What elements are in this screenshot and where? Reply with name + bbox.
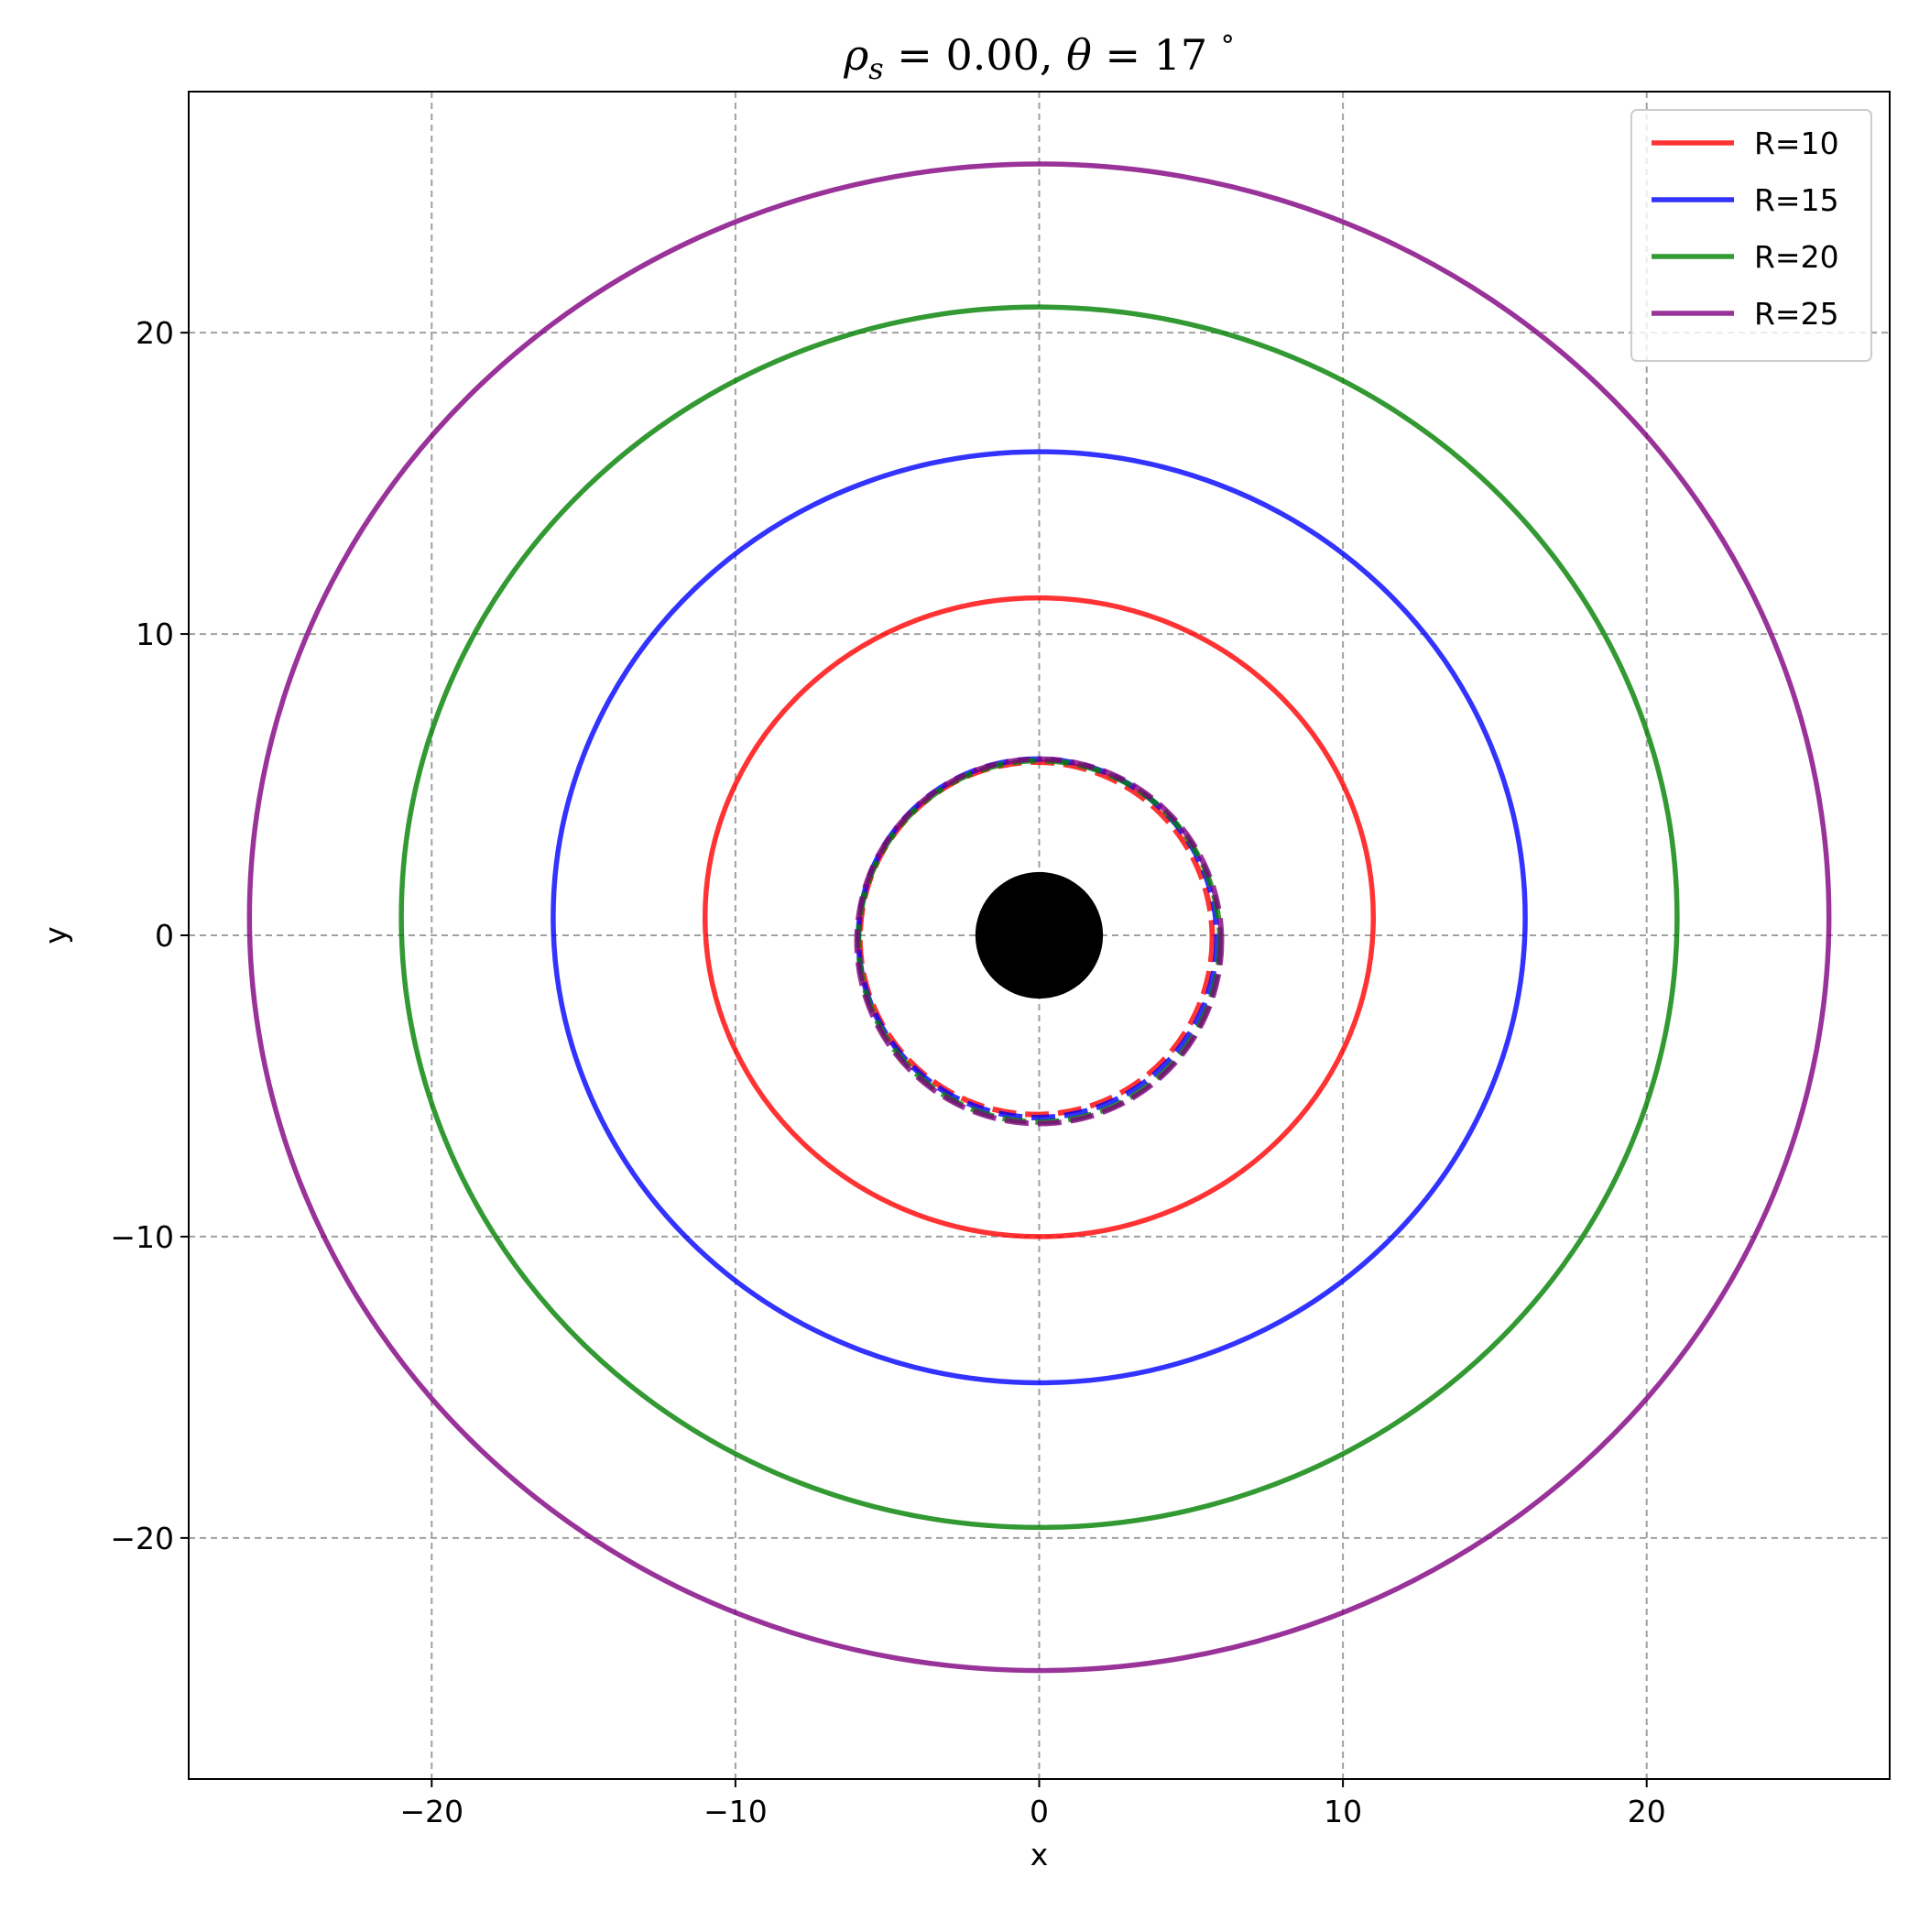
y-tick-label: 0 [155, 918, 174, 954]
legend-label: R=10 [1754, 126, 1839, 161]
y-tick-label: −20 [110, 1521, 174, 1556]
legend-label: R=20 [1754, 239, 1839, 275]
solid-ring-r-15 [551, 449, 1528, 1386]
y-axis-label: y [38, 926, 73, 944]
title-theta: θ [1066, 30, 1092, 80]
y-tick-label: 20 [136, 315, 174, 351]
solid-ring-r-25 [246, 161, 1832, 1674]
title-rho-eq: = 0.00, [884, 30, 1066, 80]
legend-label: R=15 [1754, 182, 1839, 218]
ticks [180, 332, 1648, 1787]
x-tick-label: −10 [703, 1794, 768, 1829]
dashed-ring-r-25 [854, 756, 1225, 1127]
solid-ring-r-10 [702, 595, 1377, 1239]
x-tick-label: 20 [1628, 1794, 1666, 1829]
legend: R=10 R=15 R=20 R=25 [1630, 109, 1872, 362]
x-tick-label: −20 [399, 1794, 463, 1829]
title-theta-eq: = 17 [1092, 30, 1221, 80]
central-disk [975, 871, 1104, 999]
chart-title: ρs = 0.00, θ = 17 ° [843, 30, 1235, 86]
dashed-ring-r-10 [856, 759, 1216, 1118]
plot-area [246, 161, 1832, 1674]
x-axis-label: x [1030, 1837, 1049, 1872]
x-tick-label: 0 [1030, 1794, 1049, 1829]
title-rho: ρ [843, 30, 868, 80]
x-tick-label: 10 [1324, 1794, 1362, 1829]
title-degree: ° [1221, 30, 1235, 62]
y-tick-label: −10 [110, 1219, 174, 1255]
tick-labels: −20 −10 0 10 20 −20 −10 0 10 20 [110, 315, 1665, 1829]
legend-label: R=25 [1754, 296, 1839, 332]
y-tick-label: 10 [136, 617, 174, 652]
legend-box [1630, 109, 1872, 362]
solid-ring-r-20 [398, 304, 1680, 1531]
title-sub: s [868, 51, 883, 86]
